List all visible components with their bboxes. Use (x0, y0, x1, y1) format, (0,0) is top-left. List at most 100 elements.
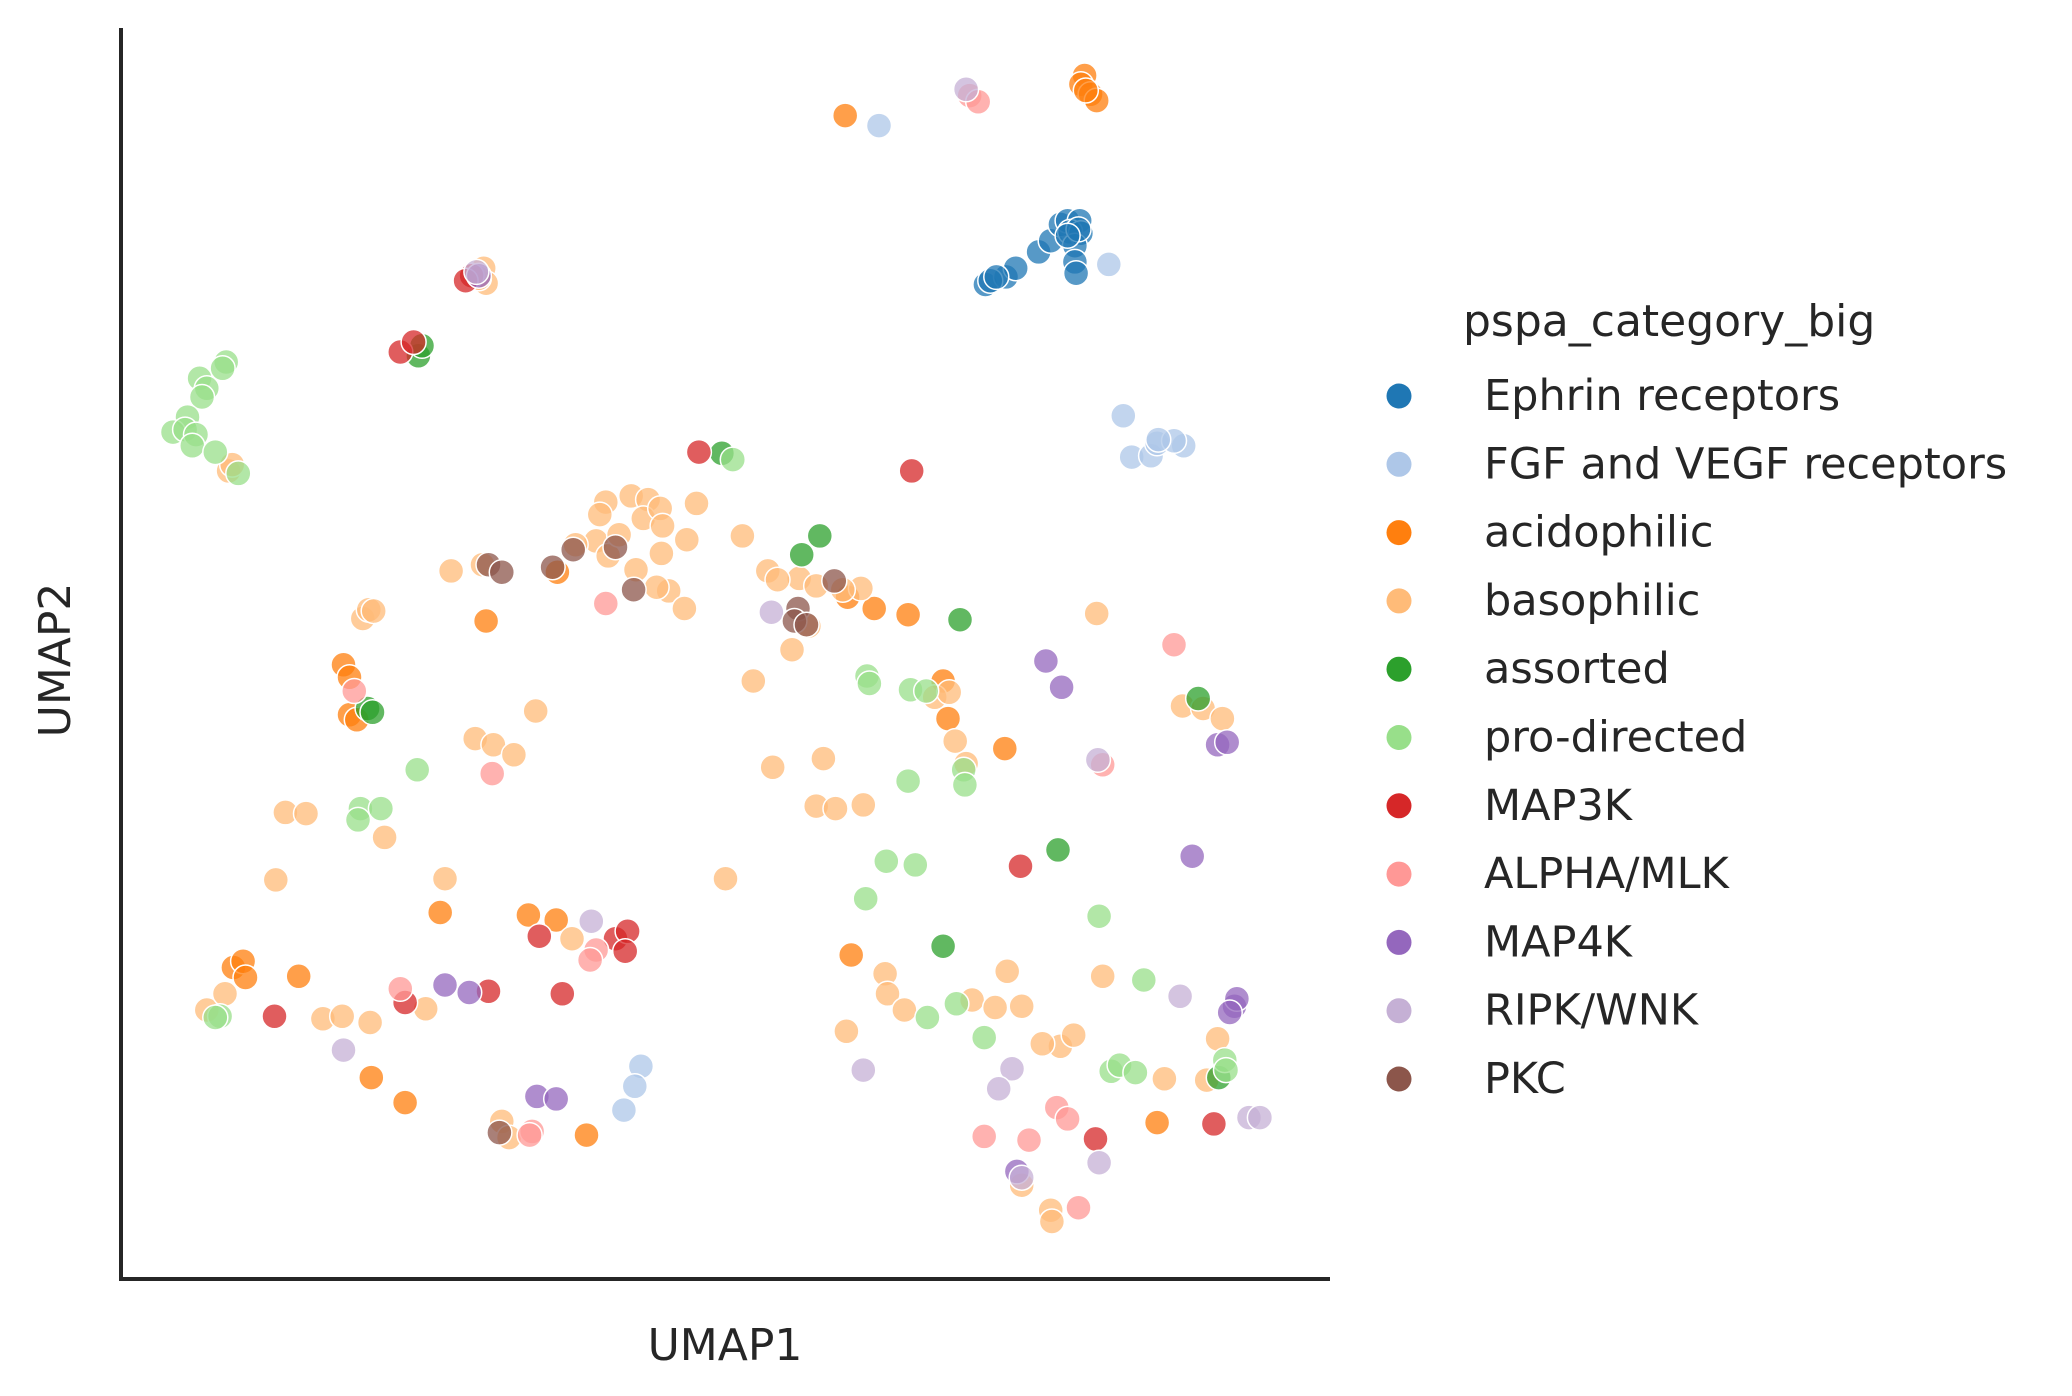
point-ripk-wnk-7 (998, 1055, 1026, 1083)
legend-marker-pkc (1386, 1066, 1412, 1092)
point-pro-directed-16 (912, 677, 940, 705)
point-basophilic-64 (356, 1009, 384, 1036)
point-alpha-mlk-4 (478, 760, 506, 787)
point-ripk-wnk-2 (758, 598, 785, 626)
point-assorted-8 (1184, 685, 1212, 712)
point-basophilic-43 (850, 791, 877, 819)
point-pro-directed-29 (943, 990, 970, 1018)
point-pkc-2 (539, 553, 566, 581)
point-basophilic-84 (941, 727, 969, 755)
point-pro-directed-30 (914, 1004, 941, 1031)
point-basophilic-28 (729, 522, 756, 550)
point-basophilic-11 (683, 490, 710, 517)
point-assorted-10 (929, 932, 957, 960)
point-alpha-mlk-5 (1160, 631, 1188, 658)
point-fgf-and-vegf-receptors-2 (1110, 402, 1137, 430)
point-map4k-2 (1048, 674, 1075, 701)
legend-marker-ripk-wnk (1386, 998, 1412, 1024)
point-basophilic-32 (764, 566, 791, 593)
point-ripk-wnk-3 (1084, 746, 1112, 774)
point-fgf-and-vegf-receptors-10 (621, 1073, 649, 1100)
point-acidophilic-4 (1072, 77, 1100, 104)
legend-marker-alpha-mlk (1386, 861, 1412, 887)
point-fgf-and-vegf-receptors-8 (1145, 426, 1172, 453)
point-pro-directed-24 (873, 847, 900, 875)
legend-label-assorted: assorted (1484, 644, 1670, 694)
point-alpha-mlk-7 (387, 975, 414, 1003)
legend-marker-map4k (1386, 929, 1412, 955)
point-acidophilic-29 (831, 102, 859, 129)
point-alpha-mlk-16 (516, 1121, 543, 1149)
point-map4k-7 (455, 979, 483, 1006)
point-basophilic-21 (671, 595, 698, 622)
point-map3k-14 (1007, 852, 1034, 880)
point-ripk-wnk-5 (330, 1036, 357, 1064)
point-acidophilic-20 (285, 963, 312, 990)
point-ripk-wnk-10 (1085, 1149, 1113, 1176)
point-basophilic-39 (810, 745, 837, 772)
point-ripk-wnk-11 (1008, 1164, 1035, 1191)
point-pro-directed-23 (367, 795, 395, 822)
point-basophilic-56 (874, 980, 901, 1008)
legend-marker-fgf-and-vegf-receptors (1386, 451, 1412, 477)
point-map4k-9 (542, 1085, 570, 1113)
point-ephrin-receptors-16 (983, 263, 1010, 291)
point-acidophilic-19 (232, 964, 259, 991)
point-map4k-12 (1216, 999, 1243, 1026)
points-layer (159, 62, 1274, 1235)
point-basophilic-73 (1029, 1030, 1056, 1058)
legend-label-pro-directed: pro-directed (1484, 713, 1747, 763)
point-ephrin-receptors-12 (1054, 222, 1081, 249)
point-basophilic-70 (993, 958, 1021, 985)
point-fgf-and-vegf-receptors-0 (865, 112, 893, 139)
legend-marker-pro-directed (1386, 725, 1412, 750)
point-basophilic-24 (437, 557, 465, 585)
point-acidophilic-8 (860, 595, 888, 622)
legend-label-fgf-and-vegf-receptors: FGF and VEGF receptors (1484, 439, 2007, 489)
point-fgf-and-vegf-receptors-11 (610, 1096, 638, 1124)
point-ripk-wnk-6 (850, 1056, 877, 1084)
point-basophilic-52 (431, 865, 459, 892)
point-ripk-wnk-0 (952, 76, 980, 103)
point-basophilic-27 (360, 597, 387, 625)
legend-label-pkc: PKC (1484, 1054, 1566, 1104)
point-pkc-10 (486, 1119, 513, 1146)
point-basophilic-71 (1008, 993, 1035, 1020)
point-basophilic-18 (648, 540, 675, 567)
legend-label-map4k: MAP4K (1484, 917, 1634, 967)
point-alpha-mlk-13 (1054, 1105, 1081, 1133)
point-pkc-5 (620, 576, 647, 603)
point-basophilic-40 (759, 754, 786, 781)
point-assorted-3 (788, 541, 815, 568)
point-basophilic-63 (328, 1003, 356, 1030)
point-basophilic-12 (649, 512, 676, 540)
point-basophilic-87 (935, 679, 963, 706)
point-ripk-wnk-13 (1246, 1104, 1274, 1131)
point-pro-directed-12 (719, 446, 747, 473)
point-alpha-mlk-11 (970, 1123, 998, 1150)
legend-label-ripk-wnk: RIPK/WNK (1484, 986, 1700, 1036)
point-map3k-3 (400, 328, 427, 356)
point-basophilic-54 (712, 865, 739, 892)
point-map3k-4 (685, 438, 713, 466)
point-basophilic-51 (262, 866, 290, 894)
legend-items: Ephrin receptors FGF and VEGF receptors ac… (1386, 371, 2007, 1104)
point-basophilic-83 (1209, 705, 1236, 732)
point-acidophilic-26 (391, 1089, 419, 1116)
point-acidophilic-27 (573, 1121, 600, 1149)
legend-marker-acidophilic (1386, 520, 1412, 546)
point-basophilic-75 (1151, 1065, 1178, 1093)
x-axis-label: UMAP1 (648, 1320, 803, 1371)
point-ripk-wnk-8 (985, 1075, 1012, 1103)
point-alpha-mlk-2 (592, 590, 620, 617)
point-basophilic-59 (1089, 963, 1116, 990)
point-basophilic-38 (1083, 600, 1110, 627)
point-basophilic-49 (292, 800, 320, 827)
point-assorted-9 (1044, 836, 1072, 864)
point-pkc-4 (602, 533, 629, 561)
point-map3k-9 (549, 980, 576, 1008)
point-map4k-6 (431, 971, 459, 999)
legend-marker-basophilic (1386, 588, 1412, 614)
